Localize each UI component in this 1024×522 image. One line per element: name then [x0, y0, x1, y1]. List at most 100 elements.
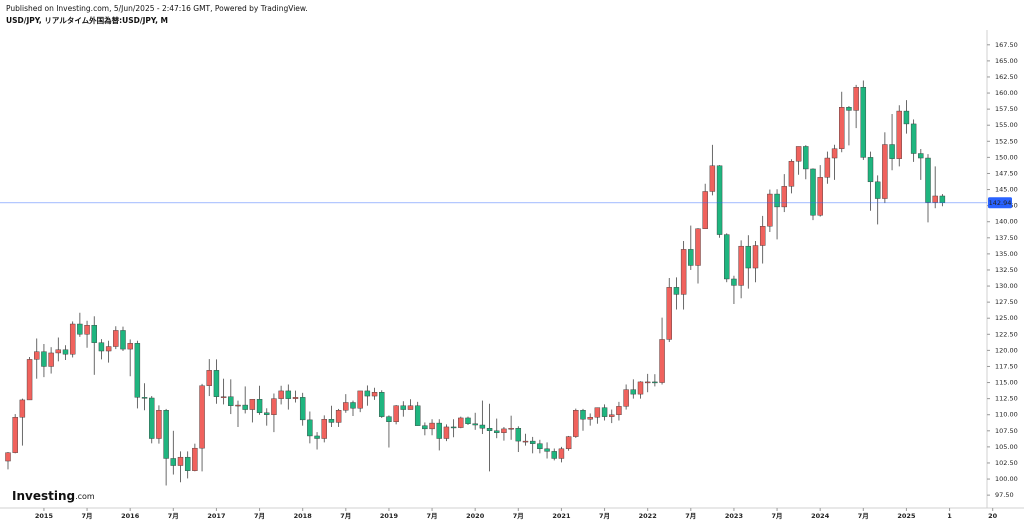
x-tick-label: 2022 [639, 512, 657, 520]
candle-body [673, 287, 680, 295]
candle-body [299, 397, 306, 421]
x-tick-label: 7月 [340, 512, 351, 520]
candle-body [558, 448, 565, 459]
candle-body [752, 245, 759, 269]
candle-body [494, 430, 500, 433]
candle-body [716, 165, 723, 235]
candle-body [242, 404, 248, 410]
candle-body [256, 399, 263, 413]
candle-body [774, 193, 780, 208]
candle-body [220, 396, 227, 398]
x-tick-label: 7月 [685, 512, 696, 520]
candle-body [285, 390, 292, 399]
candle-body [867, 157, 874, 183]
candle-body [414, 405, 421, 426]
candle-body [637, 381, 644, 395]
candle-body [810, 168, 816, 216]
candle-body [213, 370, 220, 397]
y-tick-label: 125.00 [995, 314, 1018, 322]
candle-body [609, 414, 615, 417]
candle-body [486, 428, 493, 431]
candle-body [803, 146, 809, 170]
y-tick-label: 105.00 [995, 443, 1018, 451]
y-tick-label: 115.00 [995, 379, 1018, 387]
candle-body [292, 397, 299, 399]
candle-body [343, 402, 349, 411]
candle-body [62, 349, 69, 355]
candle-body [630, 389, 637, 395]
candle-body [206, 370, 212, 386]
candle-body [702, 191, 708, 229]
candle-body [228, 396, 234, 406]
candle-body [177, 456, 184, 466]
candle-body [680, 249, 687, 295]
candle-body [450, 426, 457, 429]
y-tick-label: 130.00 [995, 282, 1018, 290]
candle-body [745, 245, 752, 269]
candle-body [149, 397, 155, 439]
candle-body [537, 443, 543, 450]
candle-body [357, 390, 363, 409]
candle-body [860, 87, 867, 158]
x-tick-label: 2020 [466, 512, 485, 520]
candle-body [465, 417, 471, 424]
candle-body [724, 234, 730, 280]
x-tick-label: 7月 [599, 512, 610, 520]
candle-body [853, 87, 859, 111]
candle-body [98, 342, 105, 352]
candle-body [817, 177, 823, 216]
candle-body [407, 405, 414, 410]
candle-body [69, 323, 76, 355]
candle-body [738, 245, 744, 286]
candle-body [113, 330, 119, 347]
candle-body [587, 417, 593, 420]
x-tick-label: 2024 [811, 512, 830, 520]
candle-body [515, 428, 522, 442]
candle-body [903, 110, 910, 125]
candle-body [846, 107, 852, 111]
candle-body [688, 249, 694, 266]
y-tick-label: 137.50 [995, 234, 1018, 242]
candle-body [623, 389, 629, 407]
candle-body [386, 416, 392, 422]
price-label-box [988, 197, 1012, 209]
candle-body [400, 405, 407, 410]
candle-body [824, 157, 831, 178]
candle-body [41, 351, 47, 367]
candle-body [659, 339, 665, 383]
candle-body [918, 153, 924, 159]
x-tick-label: 2016 [121, 512, 140, 520]
candle-body [163, 410, 169, 459]
x-tick-label: 1 [947, 512, 952, 520]
candle-body [393, 405, 399, 422]
candle-body [709, 165, 716, 192]
candle-body [84, 325, 90, 335]
candle-body [278, 390, 284, 399]
x-tick-label: 2019 [380, 512, 399, 520]
y-tick-label: 147.50 [995, 169, 1018, 177]
y-tick-label: 117.50 [995, 362, 1018, 370]
logo-suffix: .com [75, 492, 95, 501]
y-tick-label: 135.00 [995, 250, 1018, 258]
candle-body [529, 440, 536, 444]
y-tick-label: 152.50 [995, 137, 1018, 145]
candle-body [939, 195, 946, 204]
candle-body [141, 397, 148, 399]
candle-body [580, 410, 586, 420]
candle-body [522, 440, 529, 443]
candle-body [594, 407, 601, 418]
logo: Investing.com [12, 489, 95, 503]
x-tick-label: 7月 [513, 512, 524, 520]
y-tick-label: 155.00 [995, 121, 1018, 129]
x-tick-label: 2023 [725, 512, 743, 520]
x-tick-label: 7月 [168, 512, 179, 520]
candle-body [184, 456, 191, 471]
candle-body [544, 448, 550, 452]
y-tick-label: 127.50 [995, 298, 1018, 306]
x-tick-label: 2021 [552, 512, 571, 520]
y-tick-label: 150.00 [995, 153, 1018, 161]
candle-body [314, 435, 320, 439]
candle-body [371, 391, 378, 397]
y-tick-label: 102.50 [995, 459, 1018, 467]
